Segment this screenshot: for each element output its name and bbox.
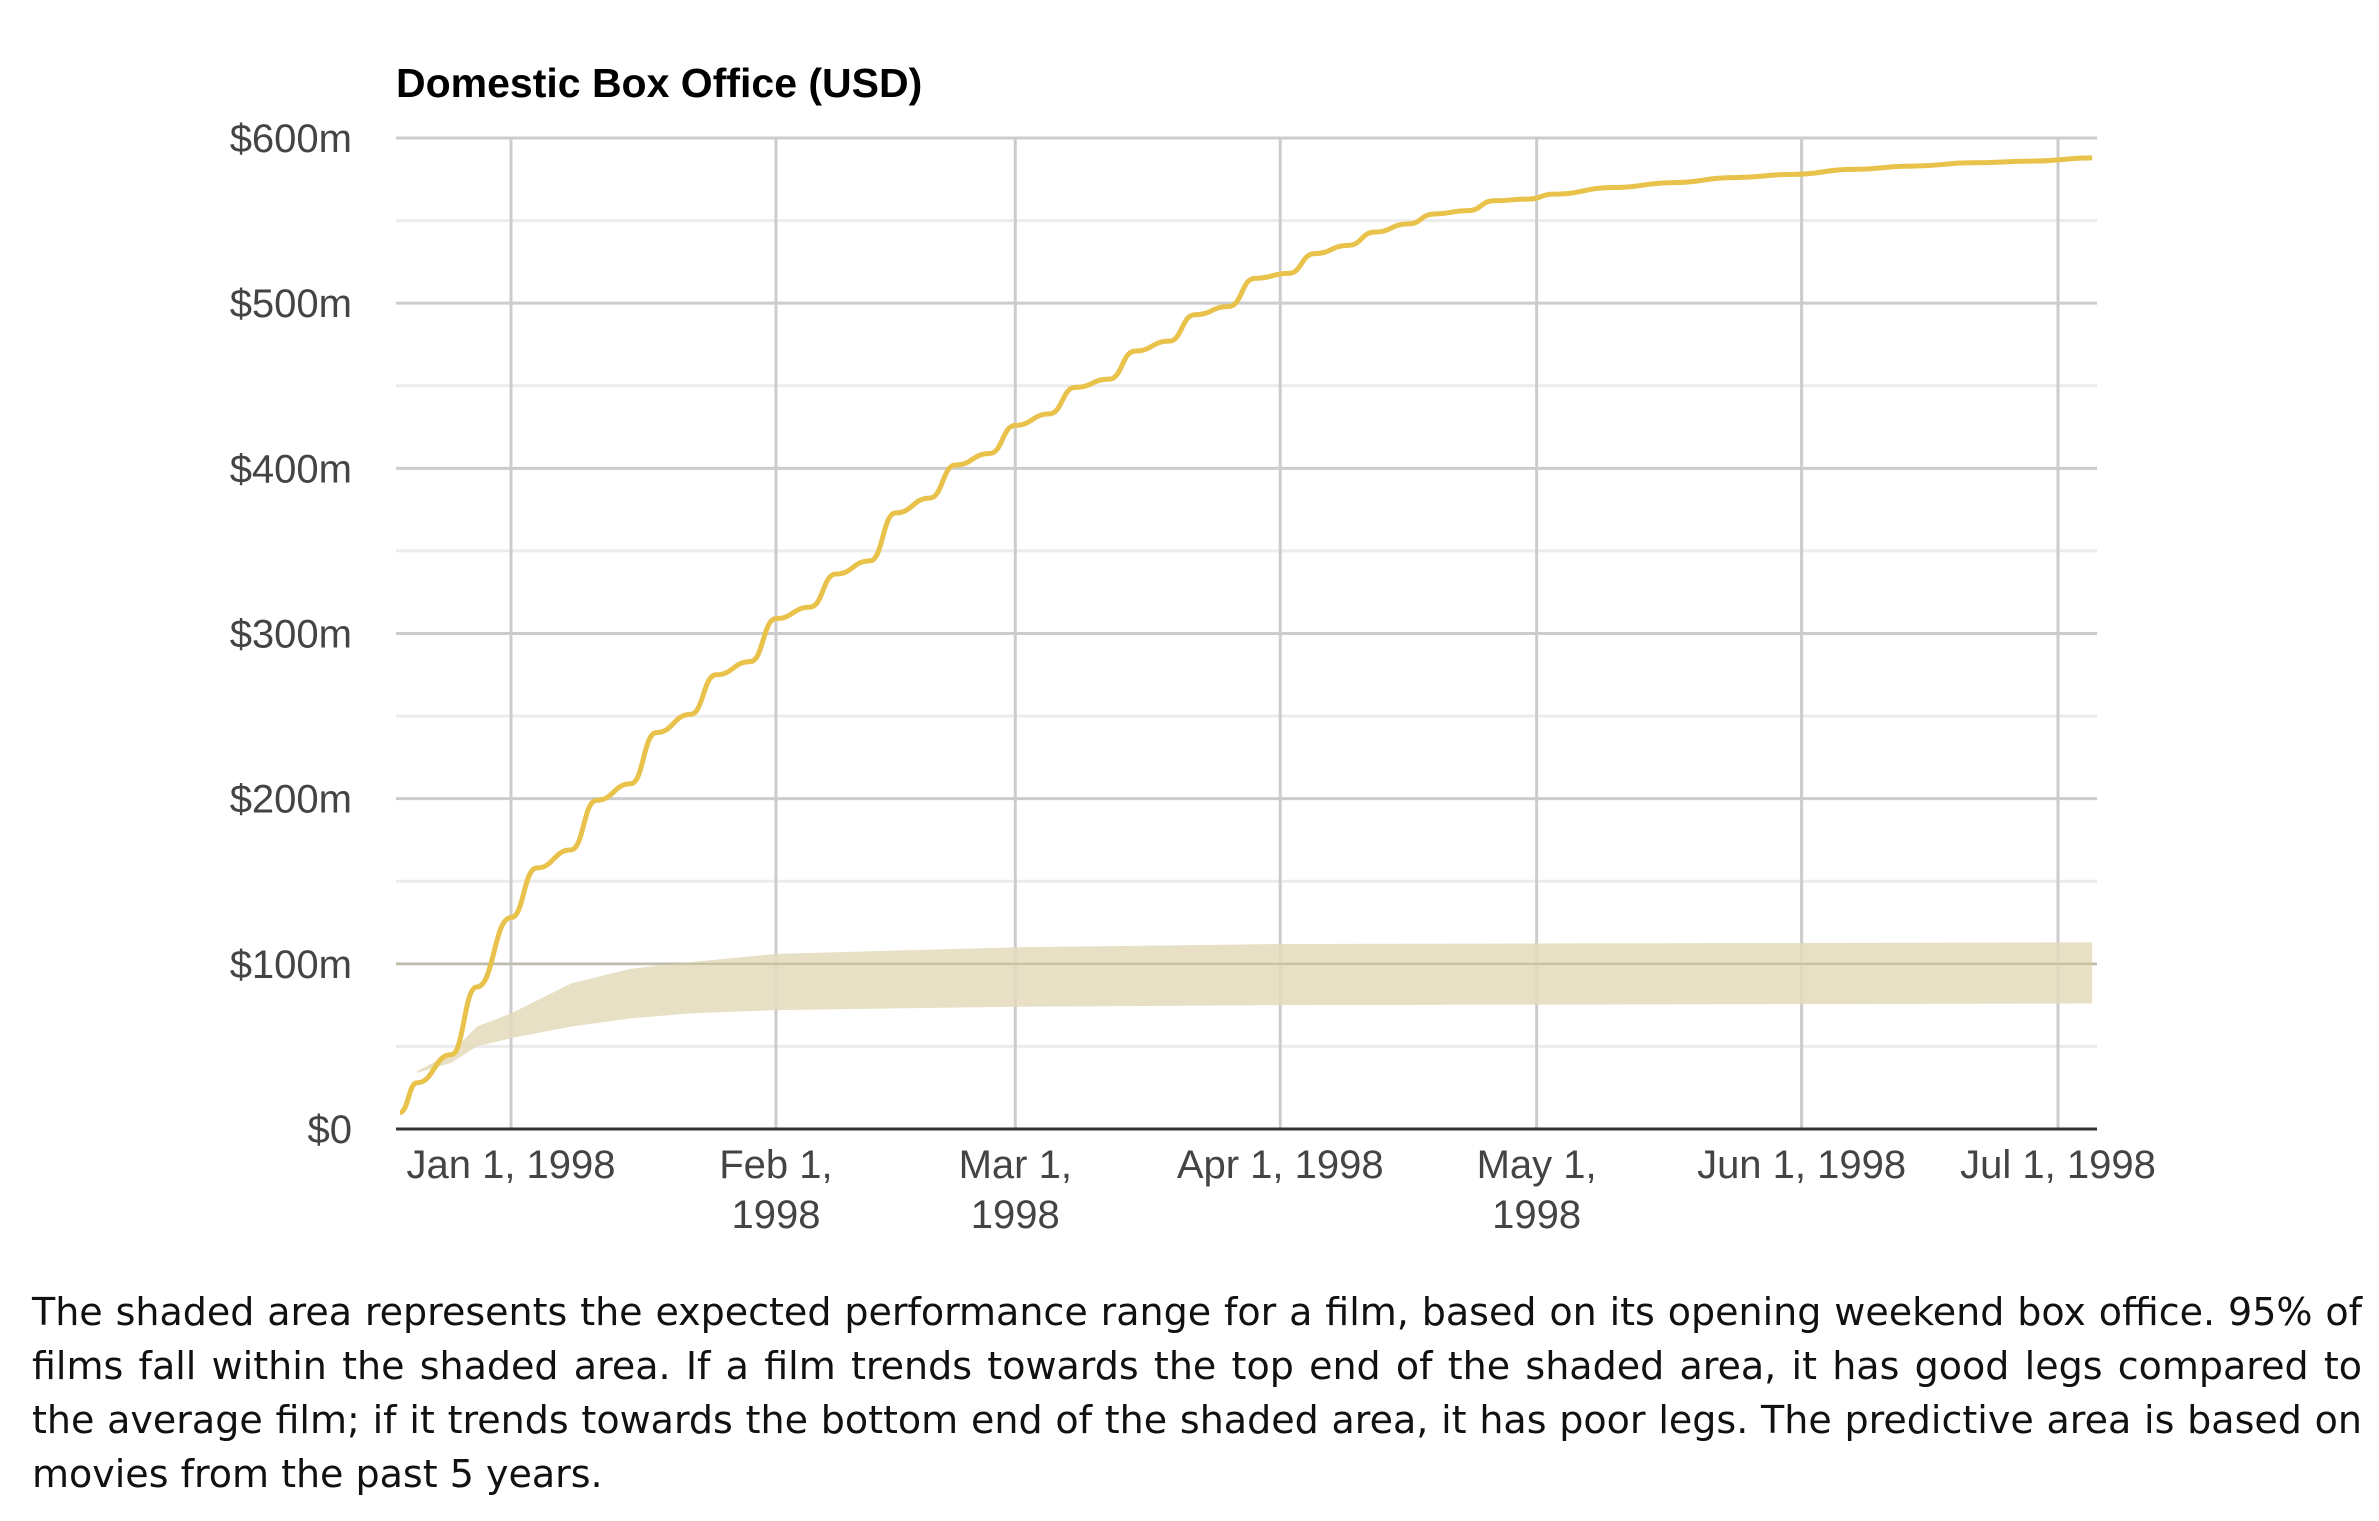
y-tick-label: $500m — [230, 282, 352, 326]
x-tick-label: 1998 — [731, 1193, 820, 1237]
x-tick-label: 1998 — [1492, 1193, 1581, 1237]
y-tick-label: $400m — [230, 447, 352, 491]
chart-caption: The shaded area represents the expected … — [32, 1290, 2362, 1496]
band-area — [416, 942, 2093, 1073]
x-tick-label: Jul 1, 1998 — [1960, 1143, 2156, 1187]
y-tick-label: $600m — [230, 117, 352, 161]
x-tick-label: Mar 1, — [959, 1143, 1072, 1187]
y-tick-label: $200m — [230, 778, 352, 822]
y-tick-label: $0 — [308, 1108, 353, 1152]
x-tick-label: Feb 1, — [719, 1143, 832, 1187]
x-tick-label: 1998 — [971, 1193, 1060, 1237]
x-tick-label: Apr 1, 1998 — [1177, 1143, 1384, 1187]
y-axis-ticks: $0 $100m $200m $300m $400m $500m $600m — [230, 117, 352, 1152]
y-tick-label: $300m — [230, 613, 352, 657]
box-office-chart: Domestic Box Office (USD) $0 $100m $200m $3… — [230, 60, 2156, 1237]
box-office-line — [398, 155, 2093, 1115]
expected-range-band — [396, 942, 2097, 1073]
x-axis-ticks: Jan 1, 1998 Feb 1, 1998 Mar 1, 1998 Apr 1, 19… — [396, 1127, 2156, 1237]
x-tick-label: May 1, — [1477, 1143, 1597, 1187]
y-tick-label: $100m — [230, 943, 352, 987]
series-line — [398, 155, 2093, 1115]
chart-title: Domestic Box Office (USD) — [396, 60, 922, 106]
x-tick-label: Jan 1, 1998 — [406, 1143, 615, 1187]
x-tick-label: Jun 1, 1998 — [1697, 1143, 1906, 1187]
